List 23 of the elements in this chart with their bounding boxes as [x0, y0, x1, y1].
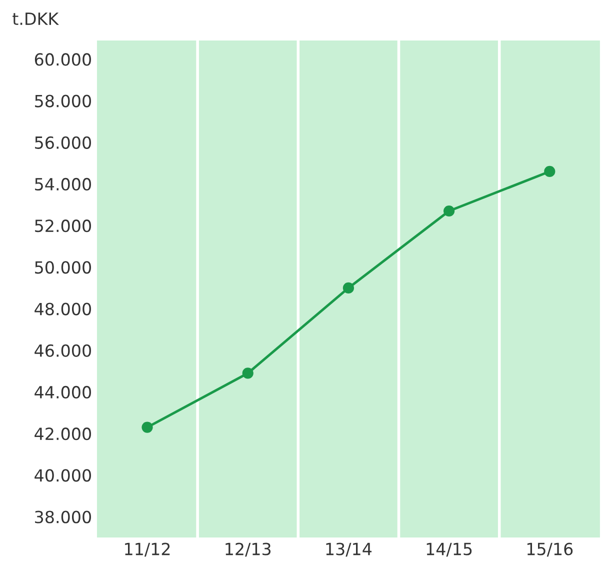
y-tick-label: 40.000 [34, 469, 91, 482]
y-tick-label: 58.000 [35, 94, 91, 108]
y-tick-label: 60.000 [34, 53, 91, 66]
point [342, 282, 354, 294]
y-tick-label: 56.000 [35, 136, 91, 149]
y-tick-label: 54.000 [35, 178, 91, 191]
x-tick-label: 15/16 [527, 542, 573, 557]
y-tick-label: 48.000 [34, 302, 91, 316]
y-tick-label: 50.000 [35, 261, 91, 274]
y-tick-label: 44.000 [34, 386, 91, 399]
y-tick-label: 42.000 [34, 428, 91, 440]
point [544, 166, 556, 178]
y-tick-label: 38.000 [35, 510, 91, 524]
x-tick-label: 13/14 [326, 542, 372, 557]
y-axis-title: t.DKK [12, 12, 59, 25]
point [142, 422, 153, 433]
y-tick-label: 52.000 [35, 220, 91, 232]
x-tick-label: 11/12 [125, 542, 170, 557]
y-tick-label: 46.000 [34, 344, 91, 357]
x-tick-label: 14/15 [426, 542, 472, 557]
x-tick-label: 12/13 [226, 542, 271, 557]
point [443, 205, 455, 217]
point [242, 368, 254, 379]
